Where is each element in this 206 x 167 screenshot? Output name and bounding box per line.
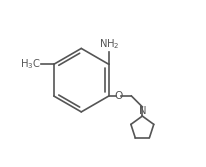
Text: O: O — [114, 91, 123, 101]
Text: N: N — [139, 106, 146, 116]
Text: NH$_2$: NH$_2$ — [98, 37, 119, 51]
Text: H$_3$C: H$_3$C — [20, 57, 40, 71]
